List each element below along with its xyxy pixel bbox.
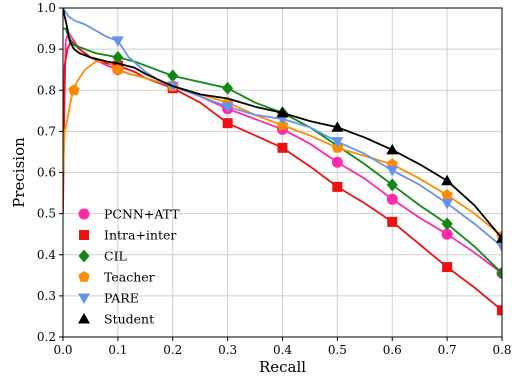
legend-label-cil: CIL: [104, 249, 127, 264]
series-marker-teacher: [68, 84, 80, 96]
series-marker-cil: [167, 69, 179, 83]
y-axis-title: Precision: [10, 137, 28, 208]
x-tick-label: 0.5: [328, 343, 347, 357]
y-tick-label: 0.6: [37, 166, 56, 180]
series-marker-cil: [496, 266, 502, 280]
y-tick-label: 0.5: [37, 207, 56, 221]
series-marker-intra-inter: [387, 216, 398, 227]
y-tick-label: 0.4: [37, 248, 56, 262]
legend-label-pare: PARE: [104, 291, 139, 306]
series-marker-intra-inter: [332, 181, 343, 192]
x-tick-label: 0.3: [218, 343, 237, 357]
x-tick-label: 0.4: [273, 343, 292, 357]
legend-marker-pcnn-att: [78, 208, 90, 220]
y-tick-label: 1.0: [37, 1, 56, 15]
series-marker-pcnn-att: [386, 193, 398, 205]
legend-label-pcnn-att: PCNN+ATT: [104, 207, 180, 222]
y-tick-label: 0.7: [37, 124, 56, 138]
series-marker-pare: [386, 165, 399, 177]
series-line-pare: [63, 8, 502, 248]
legend-marker-cil: [78, 249, 90, 263]
y-tick-label: 0.8: [37, 83, 56, 97]
grid: [63, 8, 502, 337]
series-marker-pare: [496, 242, 502, 253]
series-marker-cil: [441, 217, 453, 231]
legend-marker-teacher: [78, 271, 90, 282]
series-marker-cil: [112, 50, 124, 64]
series-marker-pare: [221, 102, 234, 113]
legend-label-student: Student: [104, 312, 154, 327]
series-marker-student: [331, 121, 344, 132]
series-marker-pare: [111, 36, 124, 47]
series-pare: [63, 8, 502, 253]
series-marker-cil: [386, 178, 398, 192]
series-layer: [63, 8, 502, 316]
y-tick-label: 0.3: [37, 289, 56, 303]
series-marker-intra-inter: [442, 262, 453, 273]
series-marker-pcnn-att: [331, 156, 343, 168]
x-tick-label: 0.8: [492, 343, 511, 357]
series-marker-student: [386, 143, 399, 155]
x-tick-label: 0.7: [438, 343, 457, 357]
y-tick-label: 0.2: [37, 330, 56, 344]
legend-marker-student: [78, 313, 90, 324]
series-marker-student: [276, 106, 289, 118]
series-marker-teacher: [441, 189, 453, 200]
series-marker-intra-inter: [222, 118, 233, 129]
series-marker-intra-inter: [497, 305, 502, 316]
series-line-cil: [63, 27, 502, 274]
series-marker-teacher: [112, 63, 124, 75]
series-marker-pcnn-att: [441, 228, 453, 240]
x-tick-label: 0.0: [53, 343, 72, 357]
legend-label-teacher: Teacher: [104, 270, 155, 285]
x-axis-title: Recall: [259, 358, 306, 376]
series-marker-pare: [441, 198, 454, 210]
series-marker-intra-inter: [277, 142, 288, 153]
series-marker-student: [441, 174, 454, 186]
x-tick-label: 0.2: [163, 343, 182, 357]
legend: PCNN+ATT Intra+inter CIL Teacher PARE Student: [78, 207, 180, 327]
x-tick-label: 0.1: [108, 343, 127, 357]
legend-marker-intra-inter: [79, 230, 89, 240]
series-marker-cil: [222, 81, 234, 95]
y-tick-label: 0.9: [37, 42, 56, 56]
series-marker-pare: [331, 137, 344, 148]
legend-marker-pare: [78, 293, 90, 304]
series-student: [63, 8, 502, 243]
axis-ticks: 0.0 0.1 0.2 0.3 0.4 0.5 0.6 0.7 0.8 0.2 0.3 0.4 0.5 0…: [37, 1, 512, 357]
x-tick-label: 0.6: [383, 343, 402, 357]
series-marker-student: [496, 232, 502, 243]
legend-label-intra-inter: Intra+inter: [104, 228, 176, 243]
